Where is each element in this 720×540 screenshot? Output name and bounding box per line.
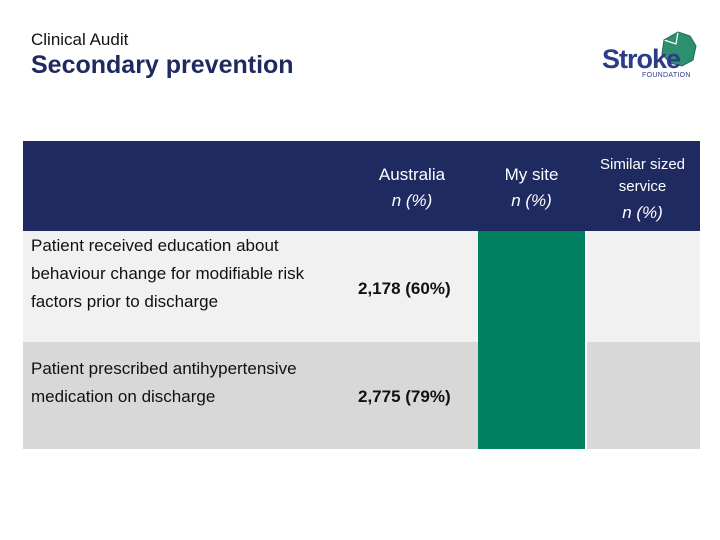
column-header-my-site: My site n (%) <box>478 165 585 211</box>
logo-subtext: FOUNDATION <box>642 72 691 79</box>
table-row <box>23 342 700 449</box>
column-header-australia: Australia n (%) <box>358 165 466 211</box>
table-header <box>23 141 700 231</box>
australia-value: 2,775 (79%) <box>358 387 451 406</box>
australia-value: 2,178 (60%) <box>358 279 451 298</box>
column-header-unit: n (%) <box>391 191 433 210</box>
column-header-unit: n (%) <box>511 191 552 210</box>
column-header-label: Australia <box>378 165 446 184</box>
column-header-similar: Similar sized service n (%) <box>585 154 700 224</box>
row-label: Patient prescribed antihypertensive medi… <box>31 359 297 406</box>
row-label: Patient received education about behavio… <box>31 236 305 311</box>
my-site-column <box>478 231 585 449</box>
column-header-unit: n (%) <box>622 203 663 222</box>
stroke-foundation-logo: Stroke FOUNDATION <box>600 28 700 84</box>
column-header-label: My site <box>504 165 559 184</box>
prevention-table: Australia n (%) My site n (%) Similar si… <box>23 141 700 449</box>
page-title: Secondary prevention <box>31 51 294 79</box>
logo-wordmark: Stroke <box>602 44 681 74</box>
column-divider <box>585 231 587 449</box>
page-subtitle: Clinical Audit <box>31 30 129 49</box>
table-row <box>23 231 700 342</box>
column-header-label: Similar sized service <box>599 156 686 195</box>
brain-logo-icon <box>661 31 697 67</box>
